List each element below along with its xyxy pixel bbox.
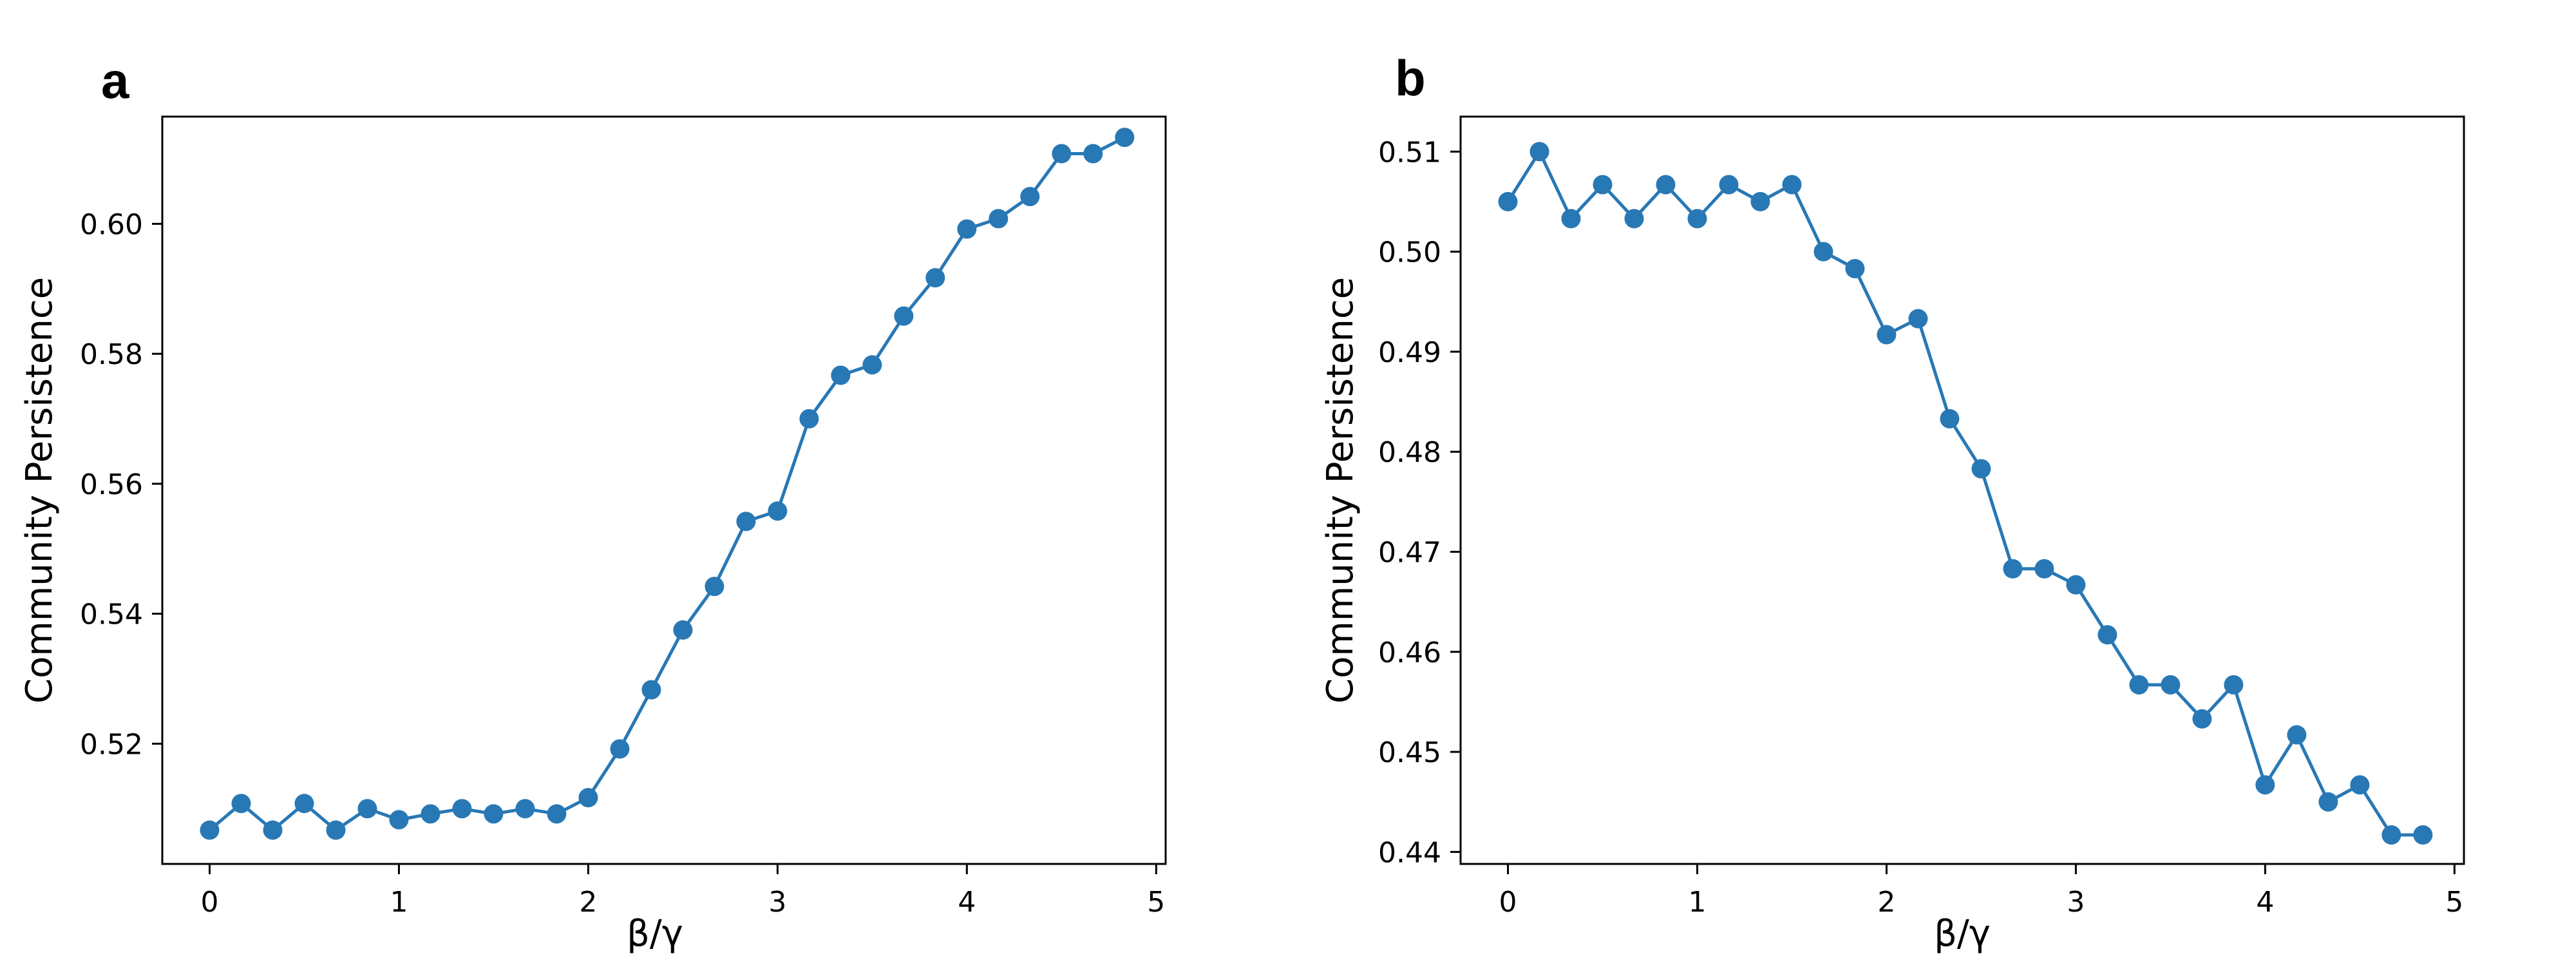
data-point-a-29 bbox=[1115, 128, 1135, 148]
panel-a: a 0 1 2 3 4 5 0.52 0.54 0.56 0.58 0.60 β/γ Community … bbox=[19, 52, 1167, 955]
data-point-a-25 bbox=[989, 209, 1009, 229]
x-tick-label-a-3: 3 bbox=[768, 886, 786, 919]
data-point-b-24 bbox=[2255, 775, 2275, 795]
data-point-a-28 bbox=[1083, 144, 1103, 164]
data-point-a-2 bbox=[263, 820, 283, 840]
data-point-b-29 bbox=[2413, 825, 2433, 845]
data-point-b-11 bbox=[1845, 259, 1865, 279]
data-point-a-11 bbox=[547, 804, 567, 824]
data-point-a-14 bbox=[641, 680, 661, 700]
data-point-b-3 bbox=[1593, 175, 1613, 195]
y-axis-label-a: Community Persistence bbox=[19, 277, 61, 704]
data-point-b-4 bbox=[1624, 209, 1644, 229]
data-point-a-6 bbox=[389, 810, 409, 830]
y-tick-label-a-3: 0.58 bbox=[80, 338, 143, 371]
y-tick-label-b-2: 0.46 bbox=[1378, 637, 1441, 669]
x-tick-label-b-2: 2 bbox=[1877, 886, 1895, 919]
panel-b: b 0 1 2 3 4 5 0.44 0.45 0.46 0.47 0.48 0.49 0.50 0.51 β… bbox=[1320, 50, 2465, 955]
data-point-b-6 bbox=[1687, 209, 1707, 229]
data-point-a-1 bbox=[231, 794, 251, 814]
series-line-a bbox=[208, 136, 1126, 832]
data-point-b-9 bbox=[1782, 175, 1802, 195]
data-point-a-17 bbox=[736, 512, 756, 531]
y-tick-label-a-0: 0.52 bbox=[80, 728, 143, 761]
data-point-b-27 bbox=[2350, 775, 2370, 795]
x-tick-label-a-2: 2 bbox=[579, 886, 597, 919]
data-point-a-10 bbox=[515, 799, 535, 819]
y-axis-label-b: Community Persistence bbox=[1320, 277, 1361, 704]
data-point-a-22 bbox=[894, 306, 914, 326]
y-tick-label-b-0: 0.44 bbox=[1378, 836, 1441, 869]
data-point-b-19 bbox=[2098, 625, 2117, 645]
x-axis-label-b: β/γ bbox=[1934, 913, 1991, 955]
x-tick-label-b-0: 0 bbox=[1499, 886, 1517, 919]
data-point-a-26 bbox=[1020, 187, 1040, 207]
data-point-a-9 bbox=[484, 804, 504, 824]
data-point-a-19 bbox=[799, 409, 819, 429]
data-point-b-26 bbox=[2318, 792, 2338, 812]
data-point-a-16 bbox=[705, 577, 724, 597]
data-point-a-18 bbox=[768, 501, 788, 521]
data-point-b-18 bbox=[2066, 575, 2086, 595]
data-point-b-10 bbox=[1814, 242, 1833, 262]
x-tick-label-a-1: 1 bbox=[390, 886, 408, 919]
data-point-b-7 bbox=[1719, 175, 1739, 195]
data-point-a-24 bbox=[957, 219, 977, 239]
data-point-b-28 bbox=[2382, 825, 2401, 845]
data-point-a-0 bbox=[200, 820, 220, 840]
y-tick-label-a-4: 0.60 bbox=[80, 208, 143, 241]
data-point-b-23 bbox=[2224, 675, 2244, 695]
data-point-b-21 bbox=[2161, 675, 2181, 695]
data-point-a-13 bbox=[610, 739, 630, 759]
data-point-b-13 bbox=[1908, 309, 1928, 329]
x-tick-label-b-5: 5 bbox=[2445, 886, 2463, 919]
data-point-b-2 bbox=[1561, 209, 1581, 229]
data-point-b-8 bbox=[1750, 191, 1770, 211]
data-point-b-20 bbox=[2129, 675, 2149, 695]
x-tick-label-a-4: 4 bbox=[958, 886, 976, 919]
x-tick-label-a-5: 5 bbox=[1147, 886, 1165, 919]
panel-label-a: a bbox=[101, 52, 129, 109]
y-tick-label-b-4: 0.48 bbox=[1378, 436, 1441, 469]
data-point-b-5 bbox=[1656, 175, 1676, 195]
plot-frame-b bbox=[1459, 115, 2465, 865]
y-tick-label-a-1: 0.54 bbox=[80, 598, 143, 631]
y-tick-label-b-7: 0.51 bbox=[1378, 136, 1441, 169]
data-point-b-0 bbox=[1498, 191, 1518, 211]
x-tick-label-b-3: 3 bbox=[2067, 886, 2085, 919]
data-point-b-22 bbox=[2192, 709, 2212, 729]
y-tick-label-b-5: 0.49 bbox=[1378, 336, 1441, 369]
data-point-a-21 bbox=[862, 355, 882, 375]
data-point-a-3 bbox=[294, 794, 314, 814]
data-point-a-5 bbox=[357, 799, 377, 819]
series-line-b bbox=[1506, 149, 2423, 837]
data-point-a-23 bbox=[925, 268, 945, 288]
data-point-a-7 bbox=[421, 804, 440, 824]
plot-frame-a bbox=[161, 115, 1167, 865]
data-point-b-25 bbox=[2287, 725, 2307, 745]
y-tick-label-b-6: 0.50 bbox=[1378, 236, 1441, 269]
data-point-b-15 bbox=[1971, 459, 1991, 479]
data-point-a-20 bbox=[831, 365, 851, 385]
y-tick-label-b-1: 0.45 bbox=[1378, 736, 1441, 769]
y-tick-label-a-2: 0.56 bbox=[80, 468, 143, 501]
data-point-b-17 bbox=[2034, 559, 2054, 579]
data-point-b-12 bbox=[1877, 325, 1897, 345]
data-point-b-14 bbox=[1940, 408, 1960, 428]
data-point-a-27 bbox=[1052, 144, 1072, 164]
x-axis-label-a: β/γ bbox=[627, 913, 683, 955]
y-tick-label-b-3: 0.47 bbox=[1378, 537, 1441, 570]
data-point-b-1 bbox=[1530, 142, 1549, 162]
data-point-b-16 bbox=[2003, 559, 2023, 579]
data-point-a-15 bbox=[673, 620, 693, 640]
x-tick-label-b-1: 1 bbox=[1688, 886, 1706, 919]
data-point-a-8 bbox=[452, 799, 472, 819]
x-tick-label-a-0: 0 bbox=[200, 886, 218, 919]
data-point-a-12 bbox=[578, 788, 598, 808]
data-point-a-4 bbox=[326, 820, 346, 840]
x-tick-label-b-4: 4 bbox=[2256, 886, 2274, 919]
panel-label-b: b bbox=[1395, 50, 1426, 106]
